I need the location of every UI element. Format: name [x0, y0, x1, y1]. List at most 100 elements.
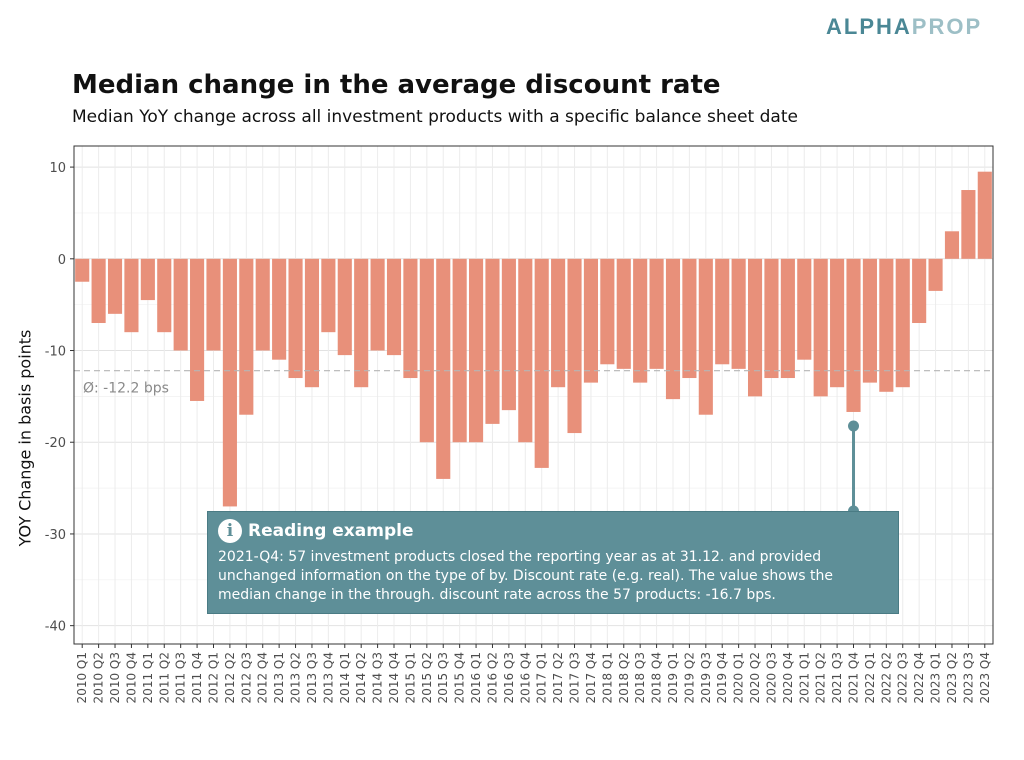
x-tick-label: 2019 Q4: [715, 652, 729, 703]
bar-2011-q3: [173, 258, 188, 351]
bar-2012-q3: [239, 258, 254, 415]
x-tick-label: 2011 Q4: [190, 652, 204, 703]
bar-2014-q2: [354, 258, 369, 388]
x-tick-label: 2016 Q3: [502, 652, 516, 703]
bar-2019-q4: [715, 258, 730, 365]
bar-2010-q1: [75, 258, 90, 282]
bar-2018-q4: [649, 258, 664, 369]
x-tick-label: 2014 Q4: [387, 652, 401, 703]
bar-2022-q3: [895, 258, 910, 388]
x-tick-label: 2018 Q3: [633, 652, 647, 703]
x-tick-label: 2022 Q3: [896, 652, 910, 703]
y-tick-label: -40: [45, 620, 66, 635]
x-tick-label: 2020 Q1: [732, 652, 746, 703]
x-tick-label: 2018 Q1: [600, 652, 614, 703]
reading-example-callout: i Reading example 2021-Q4: 57 investment…: [207, 511, 899, 614]
y-axis-ticks: 10 0 -10 -20 -30 -40: [45, 161, 74, 635]
x-tick-label: 2013 Q2: [289, 652, 303, 703]
x-tick-label: 2011 Q3: [174, 652, 188, 703]
bar-2019-q1: [665, 258, 681, 400]
x-tick-label: 2013 Q4: [321, 652, 335, 703]
bar-2019-q2: [682, 258, 697, 379]
x-tick-label: 2014 Q3: [371, 652, 385, 703]
x-tick-label: 2023 Q4: [978, 652, 992, 703]
y-tick-label: -10: [45, 345, 66, 360]
bar-2010-q3: [107, 258, 123, 314]
x-tick-label: 2010 Q4: [124, 652, 138, 703]
x-tick-label: 2015 Q3: [436, 652, 450, 703]
x-axis-ticks: 2010 Q1 2010 Q2 2010 Q3 2010 Q4 2011 Q1 2011 …: [75, 644, 992, 703]
bar-2023-q1: [928, 258, 943, 291]
bar-2023-q4: [977, 171, 992, 259]
x-tick-label: 2023 Q2: [945, 652, 959, 703]
bar-2020-q3: [764, 258, 779, 379]
bar-2011-q2: [157, 258, 172, 333]
bar-2013-q1: [272, 258, 287, 360]
x-tick-label: 2013 Q1: [272, 652, 286, 703]
x-tick-label: 2021 Q3: [830, 652, 844, 703]
bar-2012-q2: [222, 258, 237, 507]
bar-2010-q4: [124, 258, 139, 333]
bar-2021-q4: [846, 258, 861, 412]
brand-logo: ALPHAPROP: [826, 14, 982, 40]
x-tick-label: 2011 Q1: [141, 652, 155, 703]
x-tick-label: 2010 Q1: [75, 652, 89, 703]
bar-2022-q2: [879, 258, 894, 392]
x-tick-label: 2016 Q4: [518, 652, 532, 703]
x-tick-label: 2022 Q2: [879, 652, 893, 703]
x-tick-label: 2021 Q4: [847, 652, 861, 703]
bar-2017-q4: [583, 258, 598, 383]
brand-logo-part1: ALPHA: [826, 14, 912, 39]
bar-2012-q1: [206, 258, 221, 351]
bar-2014-q4: [386, 258, 402, 356]
bar-2014-q3: [370, 258, 385, 351]
x-tick-label: 2017 Q4: [584, 652, 598, 703]
x-tick-label: 2022 Q4: [912, 652, 926, 703]
x-tick-label: 2010 Q3: [108, 652, 122, 703]
x-tick-label: 2013 Q3: [305, 652, 319, 703]
bar-2018-q3: [633, 258, 648, 383]
bar-2011-q1: [140, 258, 155, 301]
bar-2021-q2: [813, 258, 828, 397]
y-tick-label: -30: [45, 528, 66, 543]
bar-2016-q4: [518, 258, 533, 443]
bar-2020-q2: [747, 258, 763, 397]
x-tick-label: 2019 Q2: [682, 652, 696, 703]
bar-2015-q3: [436, 258, 451, 479]
x-tick-label: 2012 Q1: [206, 652, 220, 703]
x-tick-label: 2017 Q3: [568, 652, 582, 703]
x-tick-label: 2015 Q1: [403, 652, 417, 703]
x-tick-label: 2020 Q2: [748, 652, 762, 703]
bar-2017-q2: [551, 258, 566, 388]
x-tick-label: 2021 Q1: [797, 652, 811, 703]
y-tick-label: -20: [45, 436, 66, 451]
chart-title: Median change in the average discount ra…: [72, 70, 721, 100]
bar-2023-q2: [944, 231, 960, 259]
bar-2013-q4: [321, 258, 336, 333]
chart-subtitle: Median YoY change across all investment …: [72, 107, 798, 127]
x-tick-label: 2017 Q1: [535, 652, 549, 703]
x-tick-label: 2012 Q4: [256, 652, 270, 703]
x-tick-label: 2021 Q2: [814, 652, 828, 703]
info-icon: i: [218, 519, 242, 543]
callout-text: 2021-Q4: 57 investment products closed t…: [218, 549, 834, 603]
x-tick-label: 2018 Q2: [617, 652, 631, 703]
bar-2016-q2: [485, 258, 500, 424]
x-tick-label: 2023 Q3: [961, 652, 975, 703]
bar-2017-q3: [567, 258, 582, 434]
bar-2014-q1: [337, 258, 352, 356]
connector-dot-top: [848, 420, 860, 432]
x-tick-label: 2020 Q4: [781, 652, 795, 703]
bar-2018-q2: [616, 258, 631, 369]
bar-2020-q1: [731, 258, 746, 369]
x-tick-label: 2012 Q3: [239, 652, 253, 703]
bar-2016-q3: [501, 258, 516, 411]
bar-2015-q4: [452, 258, 467, 443]
x-tick-label: 2014 Q1: [338, 652, 352, 703]
mean-label: Ø: -12.2 bps: [83, 381, 169, 397]
x-tick-label: 2015 Q4: [453, 652, 467, 703]
x-tick-label: 2017 Q2: [551, 652, 565, 703]
x-tick-label: 2010 Q2: [92, 652, 106, 703]
x-tick-label: 2022 Q1: [863, 652, 877, 703]
